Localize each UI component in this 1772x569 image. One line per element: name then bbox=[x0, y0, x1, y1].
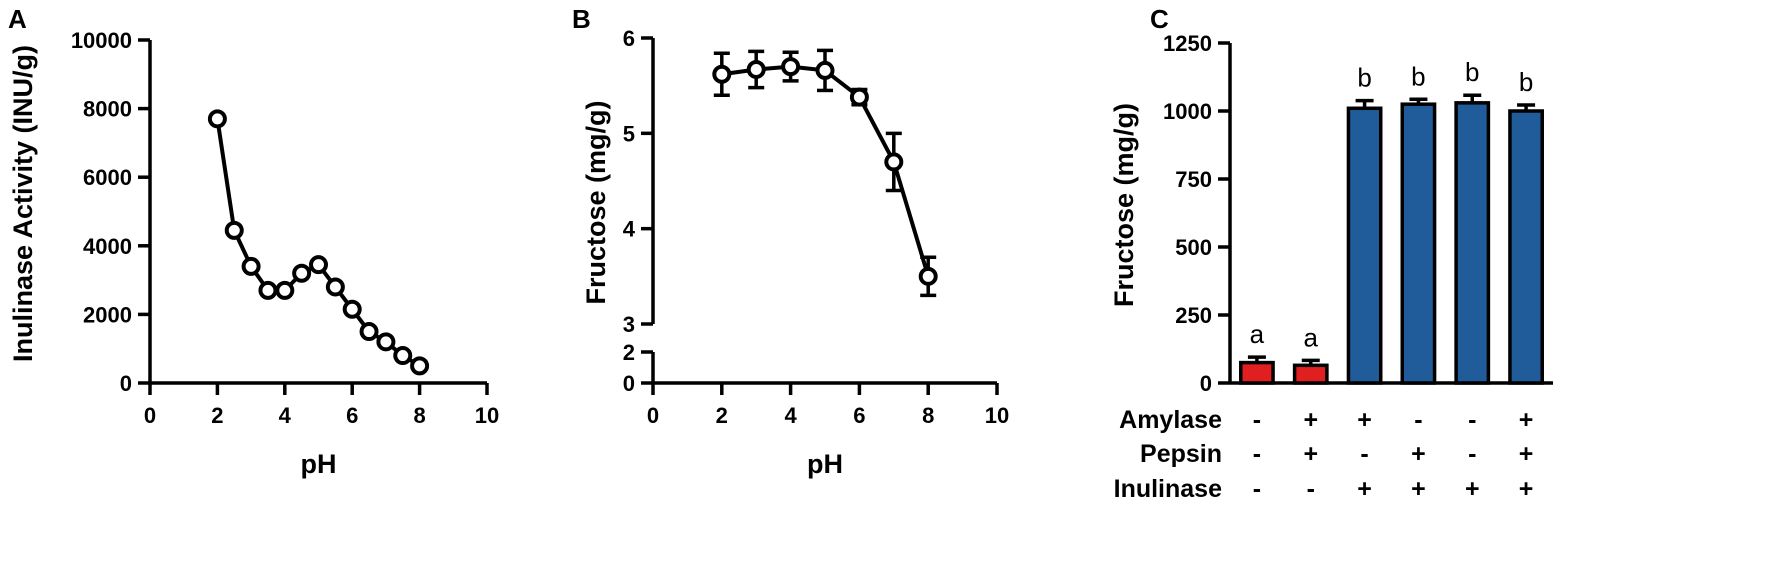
condition-sign: + bbox=[1411, 475, 1426, 503]
y-tick-label: 1000 bbox=[1163, 99, 1212, 124]
condition-sign: - bbox=[1253, 406, 1261, 434]
condition-sign: + bbox=[1519, 406, 1534, 434]
x-tick-label: 10 bbox=[985, 403, 1009, 428]
condition-sign: + bbox=[1357, 475, 1372, 503]
x-tick-label: 2 bbox=[211, 403, 223, 428]
data-point bbox=[258, 280, 278, 300]
condition-sign: + bbox=[1411, 440, 1426, 468]
bar bbox=[1454, 101, 1491, 385]
data-point bbox=[376, 332, 396, 352]
x-tick-label: 2 bbox=[716, 403, 728, 428]
panel-a: A 0 2000 4000 6000 8000 10000 0 2 4 6 8 10 pH Inulinas… bbox=[8, 4, 499, 479]
data-point bbox=[410, 356, 430, 376]
data-point bbox=[359, 322, 379, 342]
bar bbox=[1346, 106, 1383, 385]
x-tick-label: 10 bbox=[475, 403, 499, 428]
condition-sign: - bbox=[1468, 406, 1476, 434]
y-axis-title: Inulinase Activity (INU/g) bbox=[8, 45, 38, 362]
condition-sign: + bbox=[1519, 440, 1534, 468]
data-point bbox=[918, 266, 938, 286]
condition-label: Amylase bbox=[1119, 406, 1222, 434]
data-point bbox=[275, 280, 295, 300]
x-tick-label: 6 bbox=[346, 403, 358, 428]
bar bbox=[1239, 360, 1275, 385]
data-point bbox=[781, 57, 801, 77]
y-tick-label: 750 bbox=[1175, 167, 1212, 192]
panel-label: A bbox=[8, 4, 27, 34]
x-tick-label: 8 bbox=[922, 403, 934, 428]
bar bbox=[1292, 363, 1329, 385]
bar bbox=[1400, 102, 1437, 385]
data-point bbox=[325, 277, 345, 297]
y-tick-label: 0 bbox=[623, 371, 635, 396]
condition-sign: + bbox=[1303, 440, 1318, 468]
significance-letter: a bbox=[1250, 319, 1265, 349]
y-tick-label: 4 bbox=[623, 217, 636, 242]
y-tick-label: 2000 bbox=[83, 302, 132, 327]
significance-letter: a bbox=[1304, 322, 1319, 352]
y-tick-label: 3 bbox=[623, 312, 635, 337]
data-point bbox=[342, 299, 362, 319]
y-axis-title: Fructose (mg/g) bbox=[581, 100, 611, 304]
y-tick-label: 2 bbox=[623, 340, 635, 365]
panel-b: B 0 2 3 4 5 6 0 2 4 6 8 10 pH Fructose (mg/g) bbox=[572, 4, 1009, 479]
y-tick-label: 0 bbox=[120, 371, 132, 396]
data-point bbox=[884, 152, 904, 172]
panel-c: C 0 250 500 750 1000 1250 Fructose (mg/g) a a b b b b… bbox=[1109, 4, 1553, 503]
data-point bbox=[309, 255, 328, 275]
condition-sign: - bbox=[1360, 440, 1368, 468]
x-tick-label: 0 bbox=[647, 403, 659, 428]
x-tick-label: 6 bbox=[853, 403, 865, 428]
condition-sign: + bbox=[1303, 406, 1318, 434]
condition-label: Inulinase bbox=[1114, 475, 1222, 503]
y-tick-label: 8000 bbox=[83, 97, 132, 122]
data-point bbox=[393, 346, 413, 366]
significance-letter: b bbox=[1357, 63, 1371, 93]
y-tick-label: 500 bbox=[1175, 235, 1212, 260]
condition-sign: + bbox=[1357, 406, 1372, 434]
data-point bbox=[746, 59, 766, 79]
y-tick-label: 4000 bbox=[83, 234, 132, 259]
y-tick-label: 1250 bbox=[1163, 31, 1212, 56]
data-point bbox=[207, 109, 227, 129]
series-line bbox=[215, 118, 421, 368]
significance-letter: b bbox=[1519, 67, 1533, 97]
y-axis-title: Fructose (mg/g) bbox=[1109, 103, 1139, 307]
panel-label: B bbox=[572, 4, 591, 34]
data-point bbox=[815, 60, 835, 80]
data-point bbox=[224, 220, 244, 240]
condition-sign: - bbox=[1253, 440, 1261, 468]
condition-sign: + bbox=[1465, 475, 1480, 503]
y-tick-label: 250 bbox=[1175, 303, 1212, 328]
x-axis-title: pH bbox=[807, 449, 843, 479]
condition-sign: + bbox=[1519, 475, 1534, 503]
bar bbox=[1508, 109, 1544, 385]
x-tick-label: 4 bbox=[279, 403, 292, 428]
x-tick-label: 0 bbox=[144, 403, 156, 428]
condition-label: Pepsin bbox=[1140, 440, 1222, 468]
condition-sign: - bbox=[1307, 475, 1315, 503]
x-tick-label: 8 bbox=[413, 403, 425, 428]
y-tick-label: 0 bbox=[1200, 371, 1212, 396]
significance-letter: b bbox=[1465, 57, 1479, 87]
y-tick-label: 10000 bbox=[71, 28, 132, 53]
y-tick-label: 6 bbox=[623, 26, 635, 51]
condition-sign: - bbox=[1468, 440, 1476, 468]
data-point bbox=[292, 263, 312, 283]
series-line bbox=[721, 64, 931, 277]
condition-sign: - bbox=[1414, 406, 1422, 434]
y-tick-label: 6000 bbox=[83, 165, 132, 190]
data-point bbox=[241, 256, 261, 276]
panel-label: C bbox=[1150, 4, 1169, 34]
data-point bbox=[712, 64, 732, 84]
data-point bbox=[849, 87, 869, 107]
condition-sign: - bbox=[1253, 475, 1261, 503]
x-axis-title: pH bbox=[301, 449, 337, 479]
x-tick-label: 4 bbox=[784, 403, 797, 428]
y-tick-label: 5 bbox=[623, 121, 635, 146]
significance-letter: b bbox=[1411, 61, 1425, 91]
